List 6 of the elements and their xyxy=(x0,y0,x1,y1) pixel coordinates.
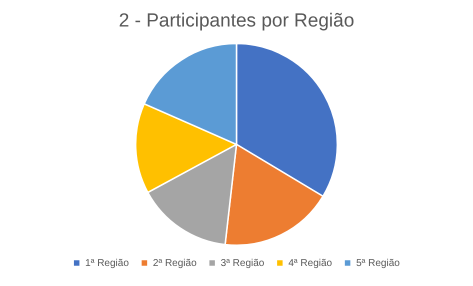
legend-label: 2ª Região xyxy=(152,258,198,269)
legend-label: 4ª Região xyxy=(288,258,333,269)
legend-label: 5ª Região xyxy=(356,258,400,269)
legend-label: 1ª Região xyxy=(85,258,130,269)
chart-title: 2 - Participantes por Região xyxy=(118,10,354,32)
legend-label: 3ª Região xyxy=(220,258,265,269)
